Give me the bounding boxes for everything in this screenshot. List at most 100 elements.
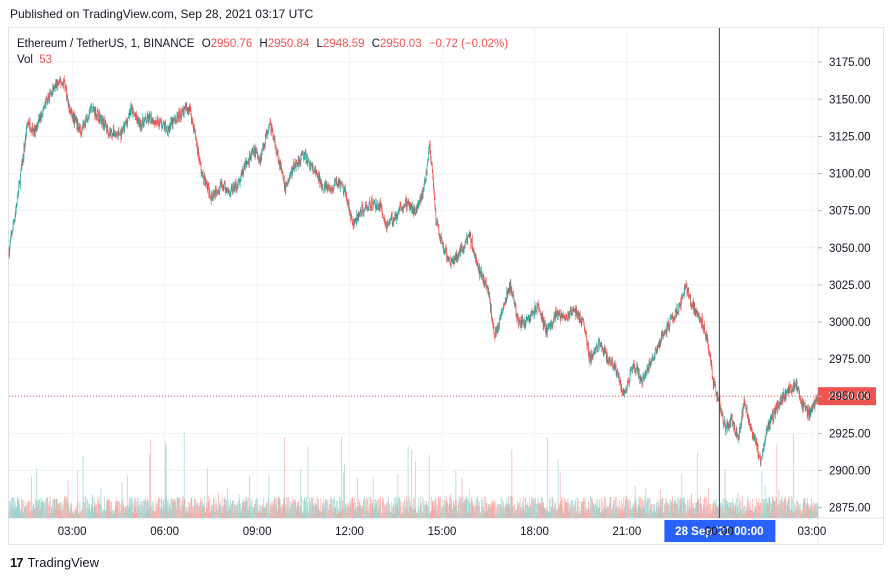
candle-body	[611, 360, 613, 361]
candle-body	[529, 315, 530, 321]
candle-body	[265, 134, 267, 137]
volume-bar	[402, 501, 404, 518]
volume-bar	[94, 507, 96, 518]
candle-body	[554, 314, 555, 316]
volume-bar	[720, 502, 721, 518]
candle-body	[693, 301, 694, 312]
candle-body	[460, 245, 461, 254]
candle-body	[788, 386, 790, 393]
volume-bar	[266, 501, 268, 518]
volume-bar	[811, 511, 813, 518]
volume-bar	[500, 504, 501, 518]
volume-bar	[402, 512, 403, 518]
volume-bar	[195, 510, 196, 518]
candle-body	[435, 211, 437, 223]
tradingview-logo[interactable]: 17 TradingView	[10, 555, 99, 570]
candle-body	[309, 168, 311, 169]
volume-bar	[804, 501, 805, 518]
candle-body	[260, 155, 262, 159]
candle-body	[49, 92, 50, 102]
candle-body	[78, 124, 80, 131]
candle-body	[481, 275, 483, 280]
volume-bar	[361, 508, 363, 518]
candle-body	[419, 197, 421, 202]
candle-body	[779, 405, 780, 407]
candle-body	[238, 180, 239, 182]
candle-body	[424, 179, 425, 185]
candle-body	[718, 397, 720, 401]
candle-body	[442, 242, 443, 244]
volume-bar	[418, 497, 420, 518]
candle-body	[50, 93, 51, 94]
candle-body	[220, 182, 221, 186]
volume-bar	[261, 512, 263, 518]
volume-bar	[169, 510, 171, 518]
volume-bar	[285, 504, 287, 518]
volume-bar	[796, 509, 797, 518]
candle-body	[709, 353, 711, 355]
volume-bar	[128, 509, 130, 518]
candle-body	[475, 256, 477, 261]
candle-body	[744, 399, 745, 405]
volume-bar	[432, 500, 434, 518]
volume-bar	[468, 489, 470, 518]
candle-body	[666, 329, 667, 334]
candle-body	[603, 348, 605, 355]
volume-bar	[395, 496, 397, 518]
candle-body	[45, 98, 47, 106]
volume-bar	[55, 498, 57, 518]
volume-bar	[138, 508, 139, 518]
candle-body	[280, 161, 282, 166]
candle-body	[371, 198, 372, 209]
volume-bar	[589, 509, 590, 518]
candle-body	[434, 190, 435, 198]
volume-bar	[520, 506, 521, 518]
volume-bar	[233, 513, 234, 518]
volume-bar	[50, 512, 51, 518]
volume-bar	[204, 507, 206, 518]
volume-bar	[298, 505, 300, 518]
volume-bar	[502, 506, 504, 518]
candle-body	[328, 184, 330, 190]
candle-body	[362, 205, 363, 207]
candle-body	[355, 218, 357, 223]
candle-body	[425, 171, 427, 181]
candle-body	[602, 347, 604, 352]
candle-body	[705, 334, 707, 338]
volume-bar	[155, 501, 157, 518]
volume-bar	[550, 496, 552, 518]
candle-body	[145, 116, 146, 120]
volume-bar	[259, 509, 261, 518]
volume-bar	[110, 510, 112, 518]
volume-bar	[751, 512, 753, 518]
candle-body	[805, 408, 806, 411]
volume-bar	[110, 511, 112, 518]
candle-body	[474, 252, 476, 255]
volume-bar	[336, 513, 338, 518]
candle-body	[359, 214, 361, 216]
volume-bar	[212, 502, 214, 518]
candle-body	[431, 162, 433, 166]
candle-body	[214, 190, 216, 196]
candle-body	[215, 185, 217, 190]
candle-body	[352, 222, 353, 225]
candle-body	[307, 160, 309, 163]
volume-bar	[472, 502, 474, 518]
volume-bar	[252, 509, 254, 518]
candle-body	[125, 119, 127, 124]
volume-bar	[698, 512, 700, 518]
chart-frame[interactable]	[8, 27, 884, 545]
candle-body	[264, 144, 266, 147]
volume-bar	[125, 506, 126, 518]
candle-body	[180, 117, 182, 119]
volume-bar	[670, 501, 672, 518]
volume-bar	[256, 513, 258, 518]
candle-body	[121, 129, 122, 140]
candle-body	[334, 180, 336, 182]
y-tick-label: 3000.00	[829, 317, 871, 329]
candle-body	[634, 370, 636, 373]
candle-body	[159, 120, 160, 126]
volume-bar	[735, 506, 737, 518]
volume-bar	[689, 502, 690, 518]
